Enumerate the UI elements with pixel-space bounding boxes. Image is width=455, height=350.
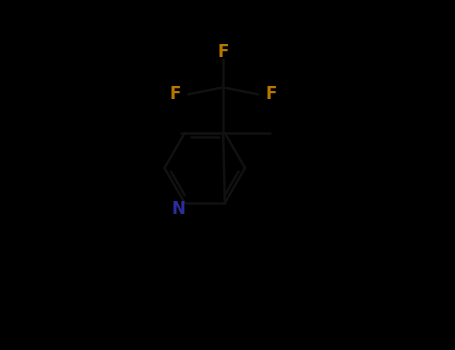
Text: F: F <box>169 85 181 103</box>
Text: F: F <box>266 85 277 103</box>
Text: F: F <box>217 43 229 61</box>
Text: N: N <box>172 200 185 218</box>
